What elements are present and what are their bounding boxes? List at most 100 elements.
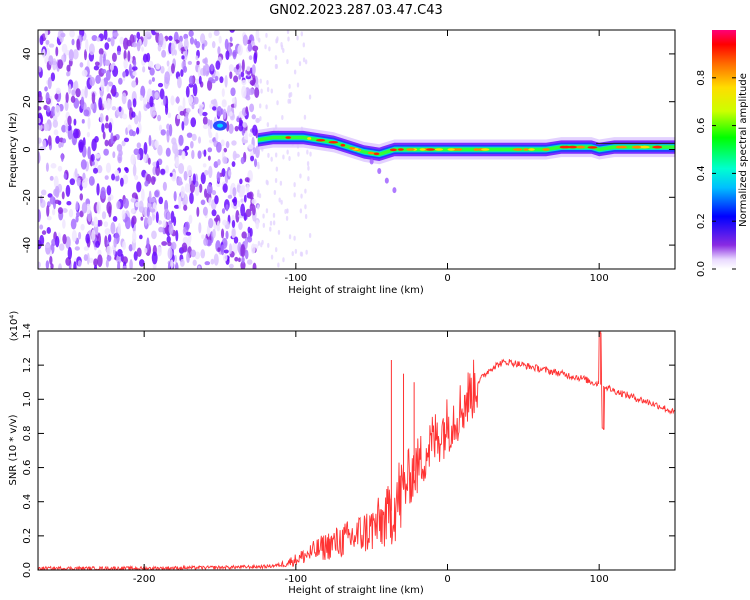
noise-speckle	[173, 191, 177, 202]
noise-speckle	[79, 210, 84, 218]
noise-speckle	[184, 221, 190, 231]
noise-speckle	[158, 196, 164, 205]
noise-speckle	[182, 97, 186, 110]
noise-speckle	[130, 208, 135, 214]
noise-speckle	[55, 235, 60, 248]
noise-speckle	[140, 85, 146, 99]
noise-speckle	[221, 100, 227, 108]
noise-speckle	[106, 201, 112, 214]
noise-speckle	[229, 185, 233, 198]
noise-speckle	[294, 248, 298, 254]
noise-speckle	[222, 219, 227, 226]
noise-speckle	[265, 104, 268, 110]
noise-speckle	[122, 240, 127, 250]
noise-speckle	[168, 123, 173, 137]
noise-speckle	[252, 262, 257, 269]
noise-speckle	[141, 188, 145, 202]
noise-speckle	[40, 189, 47, 196]
noise-speckle	[249, 79, 256, 86]
ridge-hotspot	[426, 148, 435, 151]
noise-speckle	[147, 157, 151, 165]
noise-speckle	[71, 229, 77, 243]
noise-speckle	[269, 220, 273, 226]
noise-speckle	[81, 179, 88, 189]
noise-speckle	[192, 173, 196, 185]
noise-speckle	[122, 113, 128, 120]
noise-speckle	[164, 71, 171, 85]
ridge-hotspot	[633, 145, 641, 149]
noise-speckle	[186, 132, 193, 138]
noise-speckle	[49, 196, 56, 205]
noise-speckle	[183, 204, 188, 211]
noise-speckle	[253, 158, 258, 168]
noise-speckle	[38, 209, 41, 223]
noise-speckle	[204, 261, 211, 266]
noise-speckle	[216, 141, 222, 153]
spectrogram-x-tick-label: -200	[133, 273, 156, 284]
noise-speckle	[185, 231, 192, 236]
noise-speckle	[186, 164, 193, 177]
noise-speckle	[211, 189, 217, 196]
noise-speckle	[151, 251, 158, 265]
noise-speckle	[107, 37, 111, 42]
noise-speckle	[305, 249, 308, 255]
noise-speckle	[202, 163, 207, 168]
noise-speckle	[125, 167, 129, 174]
ridge-hotspot	[328, 140, 339, 144]
noise-speckle	[186, 252, 190, 264]
noise-speckle	[100, 186, 106, 199]
noise-speckle	[199, 33, 206, 45]
noise-speckle	[202, 206, 208, 216]
noise-speckle	[174, 156, 180, 168]
noise-speckle	[242, 122, 248, 128]
noise-speckle	[81, 202, 88, 214]
noise-speckle	[103, 100, 108, 110]
noise-speckle	[245, 208, 252, 218]
noise-speckle	[307, 176, 310, 182]
noise-speckle	[133, 148, 140, 156]
ridge-hotspot	[455, 148, 463, 151]
snr-y-tick-label: 1.4	[22, 323, 33, 339]
snr-y-multiplier: (x10⁴)	[9, 311, 20, 342]
noise-speckle	[158, 33, 164, 47]
noise-speckle	[165, 147, 171, 157]
snr-y-tick-label: 0.8	[22, 425, 33, 441]
noise-speckle	[248, 132, 253, 138]
noise-speckle	[149, 208, 156, 213]
noise-speckle	[259, 116, 262, 122]
spectrogram-x-tick-label: 0	[444, 273, 450, 284]
colorbar-tick-label: 0.6	[696, 118, 707, 134]
noise-speckle	[146, 237, 150, 251]
noise-speckle	[242, 139, 249, 144]
noise-speckle	[267, 152, 270, 158]
noise-speckle	[269, 226, 272, 232]
noise-speckle	[209, 119, 213, 130]
noise-speckle	[65, 123, 69, 134]
noise-speckle	[95, 74, 101, 84]
noise-speckle	[113, 238, 117, 248]
noise-speckle	[114, 169, 120, 177]
noise-speckle	[196, 60, 200, 66]
noise-speckle	[206, 183, 213, 195]
noise-speckle	[208, 32, 213, 39]
noise-speckle	[304, 59, 308, 65]
noise-speckle	[222, 156, 228, 165]
noise-speckle	[252, 204, 256, 216]
noise-speckle	[38, 106, 42, 111]
noise-speckle	[90, 103, 94, 110]
noise-speckle	[223, 249, 229, 254]
ridge-hotspot	[367, 151, 375, 155]
colorbar-tick-label: 0.8	[696, 70, 707, 86]
ridge-band-green	[257, 135, 675, 156]
noise-speckle	[39, 195, 43, 204]
noise-speckle	[118, 77, 123, 85]
noise-speckle	[89, 76, 95, 87]
noise-speckle	[170, 259, 174, 269]
noise-speckle	[91, 35, 98, 42]
noise-speckle	[158, 226, 164, 233]
noise-speckle	[179, 258, 185, 267]
noise-speckle	[239, 119, 244, 126]
noise-speckle	[178, 162, 185, 174]
noise-speckle	[62, 234, 67, 245]
noise-speckle	[65, 184, 71, 197]
